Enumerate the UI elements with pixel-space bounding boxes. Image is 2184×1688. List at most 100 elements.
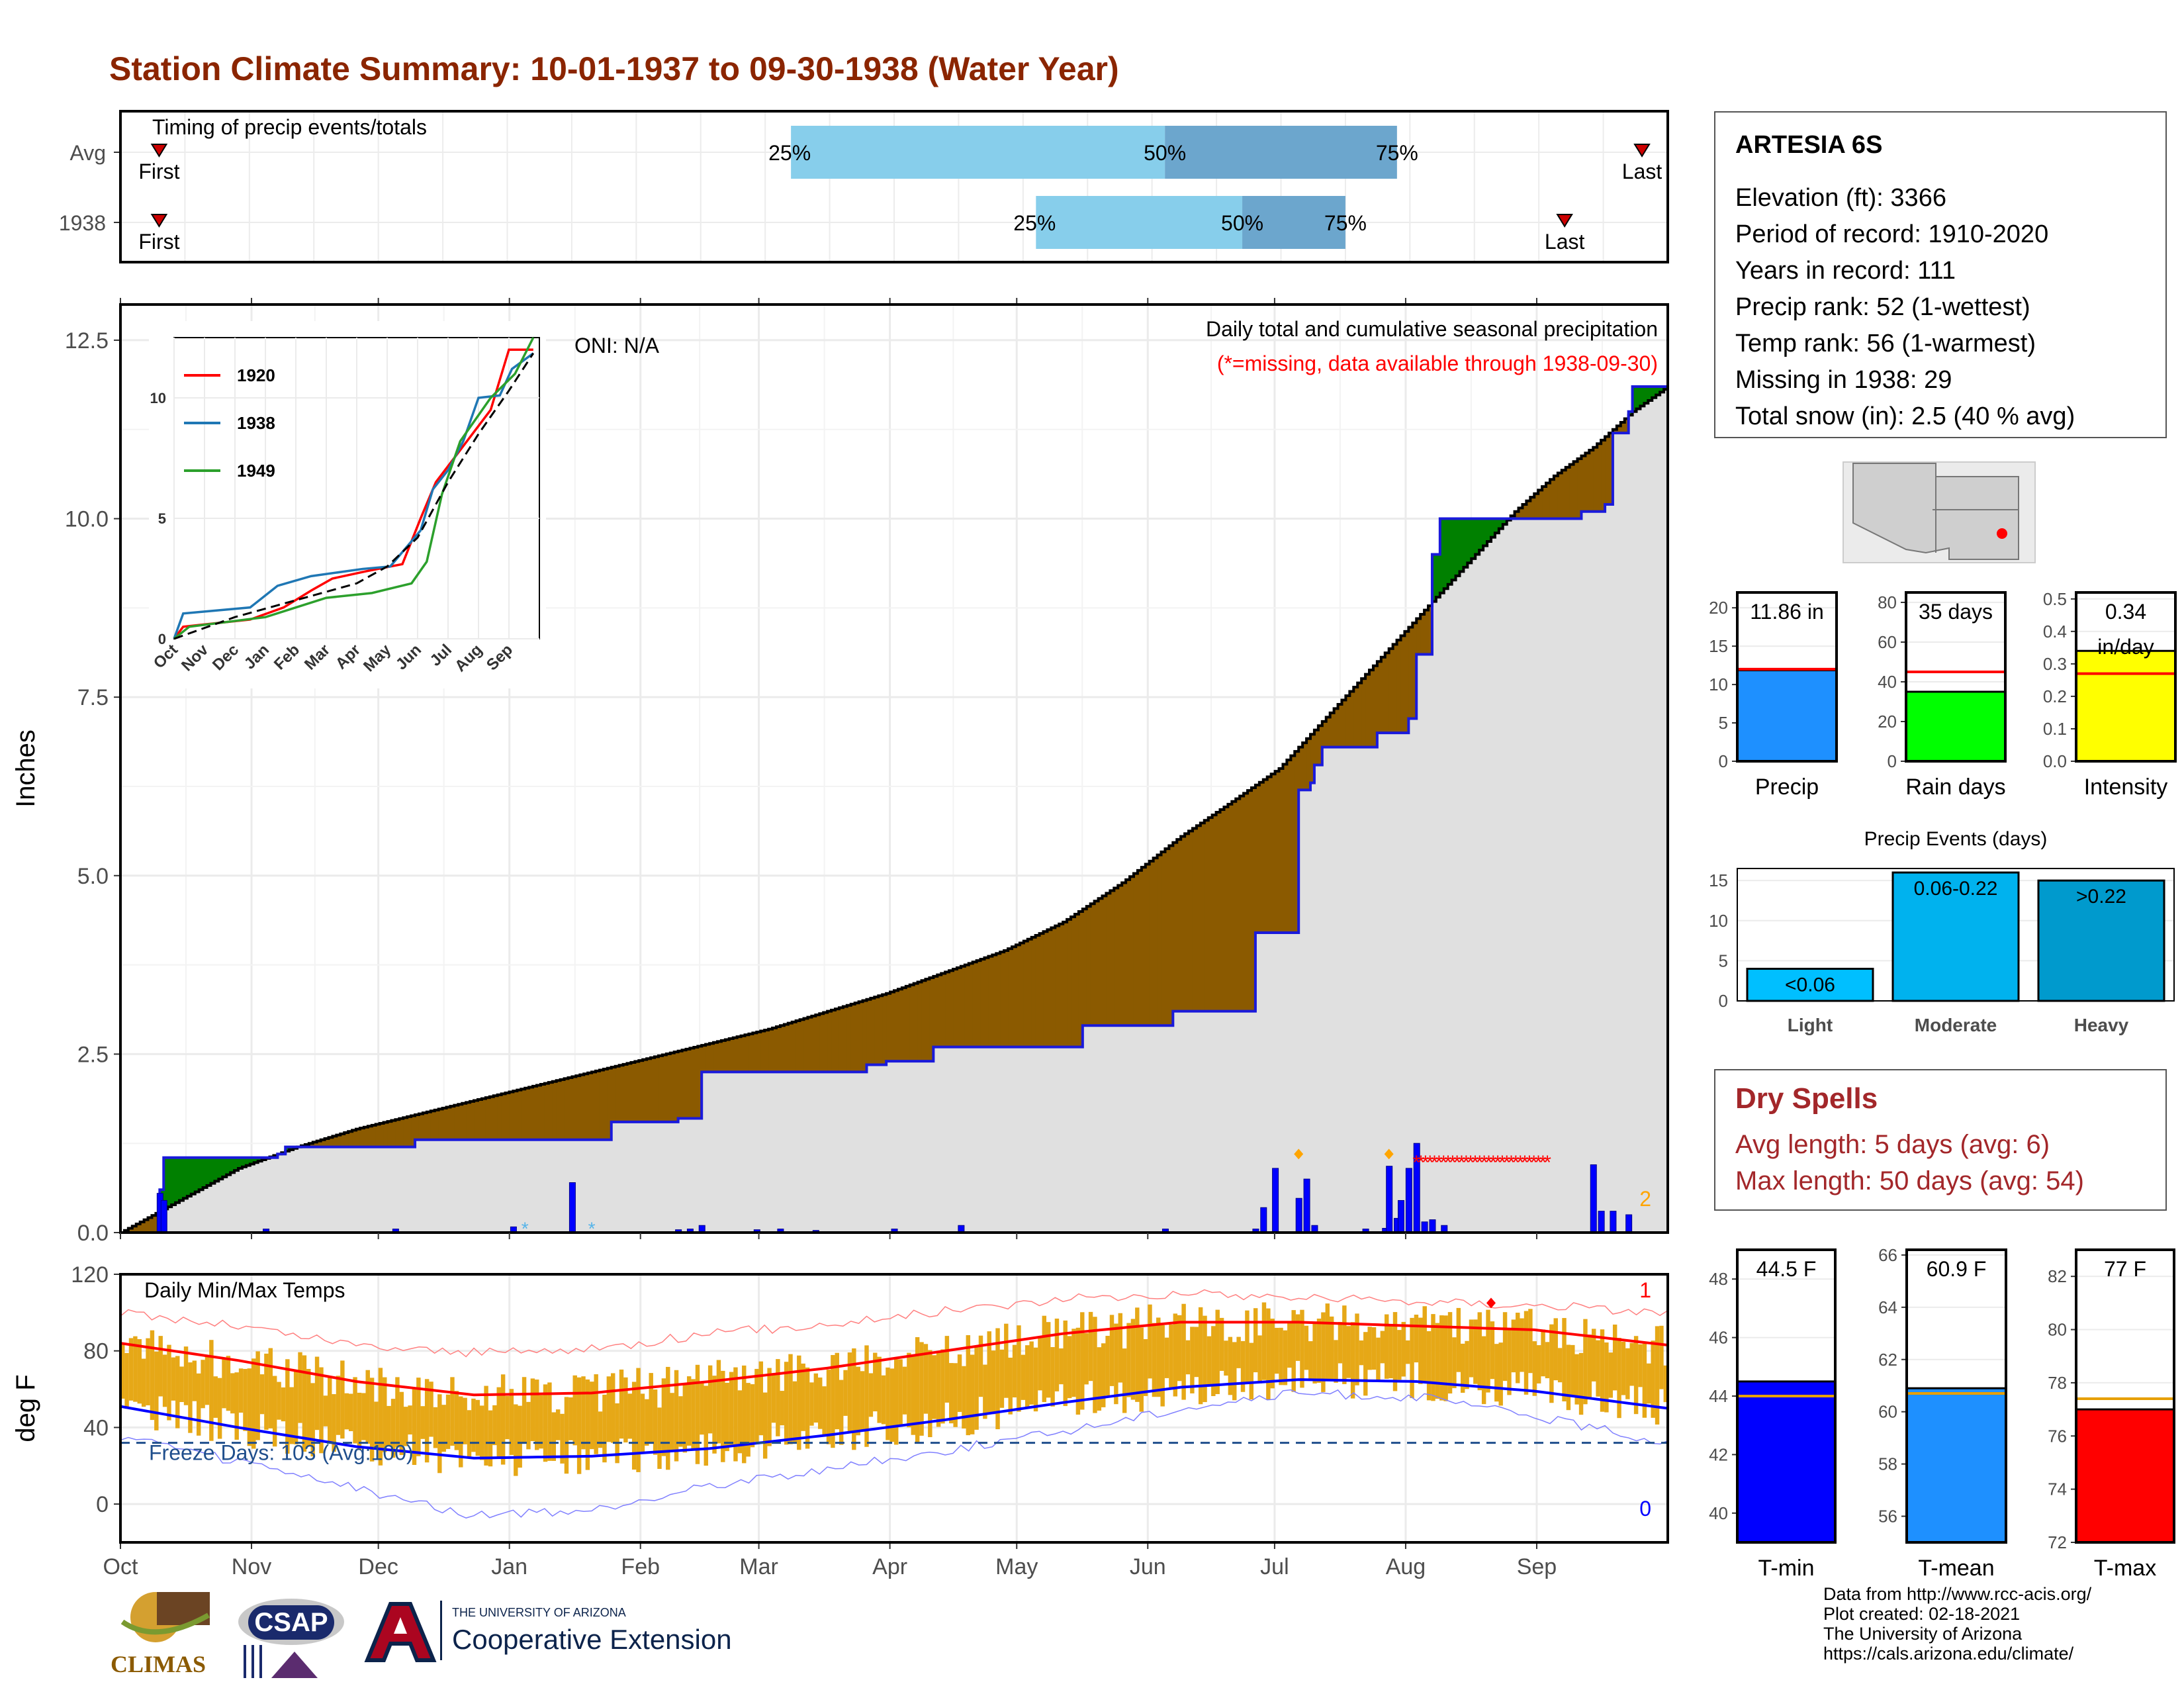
precip-below-average-fill (670, 1053, 675, 1122)
daily-temp-range-bar (213, 1376, 218, 1418)
precip-below-average-fill (1310, 734, 1315, 783)
precip-below-average-fill (690, 1048, 694, 1119)
precip-above-average-fill (234, 1157, 239, 1171)
daily-temp-range-bar (1570, 1344, 1575, 1395)
temp-x-tick-label: Aug (1386, 1554, 1426, 1579)
precip-below-average-fill (489, 1096, 494, 1140)
precip-below-average-fill (655, 1056, 659, 1122)
daily-temp-range-bar (340, 1360, 345, 1439)
daily-temp-range-bar (1198, 1307, 1203, 1405)
daily-temp-range-bar (514, 1404, 518, 1476)
daily-temp-range-bar (1405, 1340, 1410, 1364)
daily-temp-range-bar (1236, 1336, 1241, 1368)
daily-temp-range-bar (1084, 1333, 1089, 1385)
daily-temp-range-bar (416, 1378, 421, 1456)
precip-above-average-fill (1463, 518, 1468, 567)
missing-data-marker: * (1439, 1152, 1447, 1174)
daily-temp-range-bar (623, 1377, 628, 1443)
precip-below-average-fill (1039, 933, 1044, 1047)
daily-temp-range-bar (1629, 1342, 1634, 1386)
t-max-y-tick-label: 74 (2048, 1479, 2067, 1499)
daily-temp-range-bar (780, 1391, 784, 1426)
precip-below-average-fill (733, 1037, 738, 1072)
daily-temp-range-bar (746, 1383, 751, 1457)
missing-data-marker: * (1476, 1152, 1484, 1174)
precip-events-title: Precip Events (days) (1864, 828, 2048, 850)
trace-marker: * (588, 1219, 596, 1239)
daily-temp-range-bar (378, 1368, 383, 1466)
missing-data-marker: * (1467, 1152, 1475, 1174)
daily-temp-range-bar (344, 1393, 349, 1430)
inset-average-line (173, 352, 535, 640)
daily-temp-range-bar (365, 1370, 370, 1444)
daily-temp-range-bar (987, 1331, 991, 1415)
daily-temp-range-bar (463, 1397, 467, 1444)
missing-data-marker: * (1489, 1152, 1497, 1174)
daily-temp-range-bar (957, 1354, 962, 1412)
t-min-x-label: T-min (1758, 1556, 1815, 1581)
daily-temp-range-bar (1249, 1342, 1254, 1400)
precip-below-average-fill (854, 1003, 860, 1072)
precip-below-average-fill (1620, 422, 1625, 434)
precip-below-average-fill (1385, 653, 1390, 733)
daily-temp-range-bar (907, 1352, 911, 1428)
daily-temp-range-bar (915, 1336, 920, 1443)
daily-temp-range-bar (1363, 1332, 1368, 1396)
precip-below-average-fill (1365, 674, 1370, 747)
inset-legend-label-1920: 1920 (237, 365, 275, 385)
precip-below-average-fill (1181, 836, 1185, 1011)
daily-temp-range-bar (1604, 1342, 1609, 1413)
dry-spells-box: Dry Spells Avg length: 5 days (avg: 6) M… (1714, 1069, 2167, 1211)
daily-temp-range-bar (171, 1357, 176, 1401)
daily-temp-range-bar (631, 1382, 637, 1470)
precip-below-average-fill (666, 1054, 671, 1122)
precip-below-average-fill (1381, 657, 1386, 733)
precip-below-average-fill (698, 1046, 702, 1119)
daily-temp-range-bar (492, 1405, 497, 1446)
daily-temp-range-bar (801, 1363, 805, 1431)
daily-temp-range-bar (1367, 1327, 1372, 1370)
daily-temp-range-bar (251, 1358, 256, 1449)
precip-events-panel-frame (1737, 868, 2175, 1002)
t-max-y-tick-label: 72 (2048, 1532, 2067, 1552)
precip-below-average-fill (1326, 717, 1331, 747)
daily-temp-range-bar (666, 1366, 670, 1470)
dry-spells-title: Dry Spells (1735, 1082, 1878, 1115)
precip-below-average-fill (552, 1081, 557, 1140)
precip-above-average-fill (1494, 518, 1500, 534)
precip-below-average-fill (537, 1085, 541, 1140)
precip-below-average-fill (426, 1111, 432, 1140)
precip-below-average-fill (705, 1044, 710, 1072)
precip-y-tick-label: 12.5 (65, 328, 109, 353)
daily-temp-range-bar (999, 1349, 1005, 1408)
daily-temp-range-bar (1562, 1318, 1567, 1402)
precip-below-average-fill (819, 1013, 824, 1072)
precip-below-average-fill (1244, 793, 1248, 1011)
rain-days-y-tick-label: 80 (1878, 592, 1897, 612)
precip-below-average-fill (709, 1043, 714, 1072)
precip-below-average-fill (1051, 927, 1056, 1047)
daily-temp-range-bar (1126, 1323, 1131, 1397)
daily-temp-range-bar (1532, 1341, 1537, 1396)
daily-temp-range-bar (1401, 1321, 1406, 1377)
precip-above-average-fill (250, 1157, 255, 1164)
precip-below-average-fill (1071, 916, 1075, 1047)
station-missing: Missing in 1938: 29 (1735, 366, 1952, 394)
daily-temp-range-bar (408, 1405, 412, 1435)
precip-below-average-fill (430, 1111, 435, 1140)
timing-bar-avg-q25-q50 (791, 126, 1165, 179)
intensity-y-tick-label: 0.5 (2043, 589, 2067, 609)
t-max-panel-frame (2075, 1248, 2175, 1544)
precip-below-average-fill (776, 1027, 781, 1072)
station-info-box: ARTESIA 6S Elevation (ft): 3366 Period o… (1714, 111, 2167, 438)
intensity-value-label: 0.34 (2105, 600, 2146, 624)
precip-above-average-fill (1498, 518, 1504, 529)
precip-below-average-fill (1118, 885, 1122, 1026)
daily-temp-range-bar (1245, 1310, 1250, 1383)
precip-above-average-fill (167, 1157, 172, 1207)
precip-below-average-fill (1412, 622, 1417, 719)
daily-temp-range-bar (348, 1393, 353, 1432)
daily-temp-range-bar (733, 1367, 738, 1462)
average-min-temp-line (120, 1378, 1668, 1460)
daily-temp-range-bar (1118, 1313, 1122, 1383)
